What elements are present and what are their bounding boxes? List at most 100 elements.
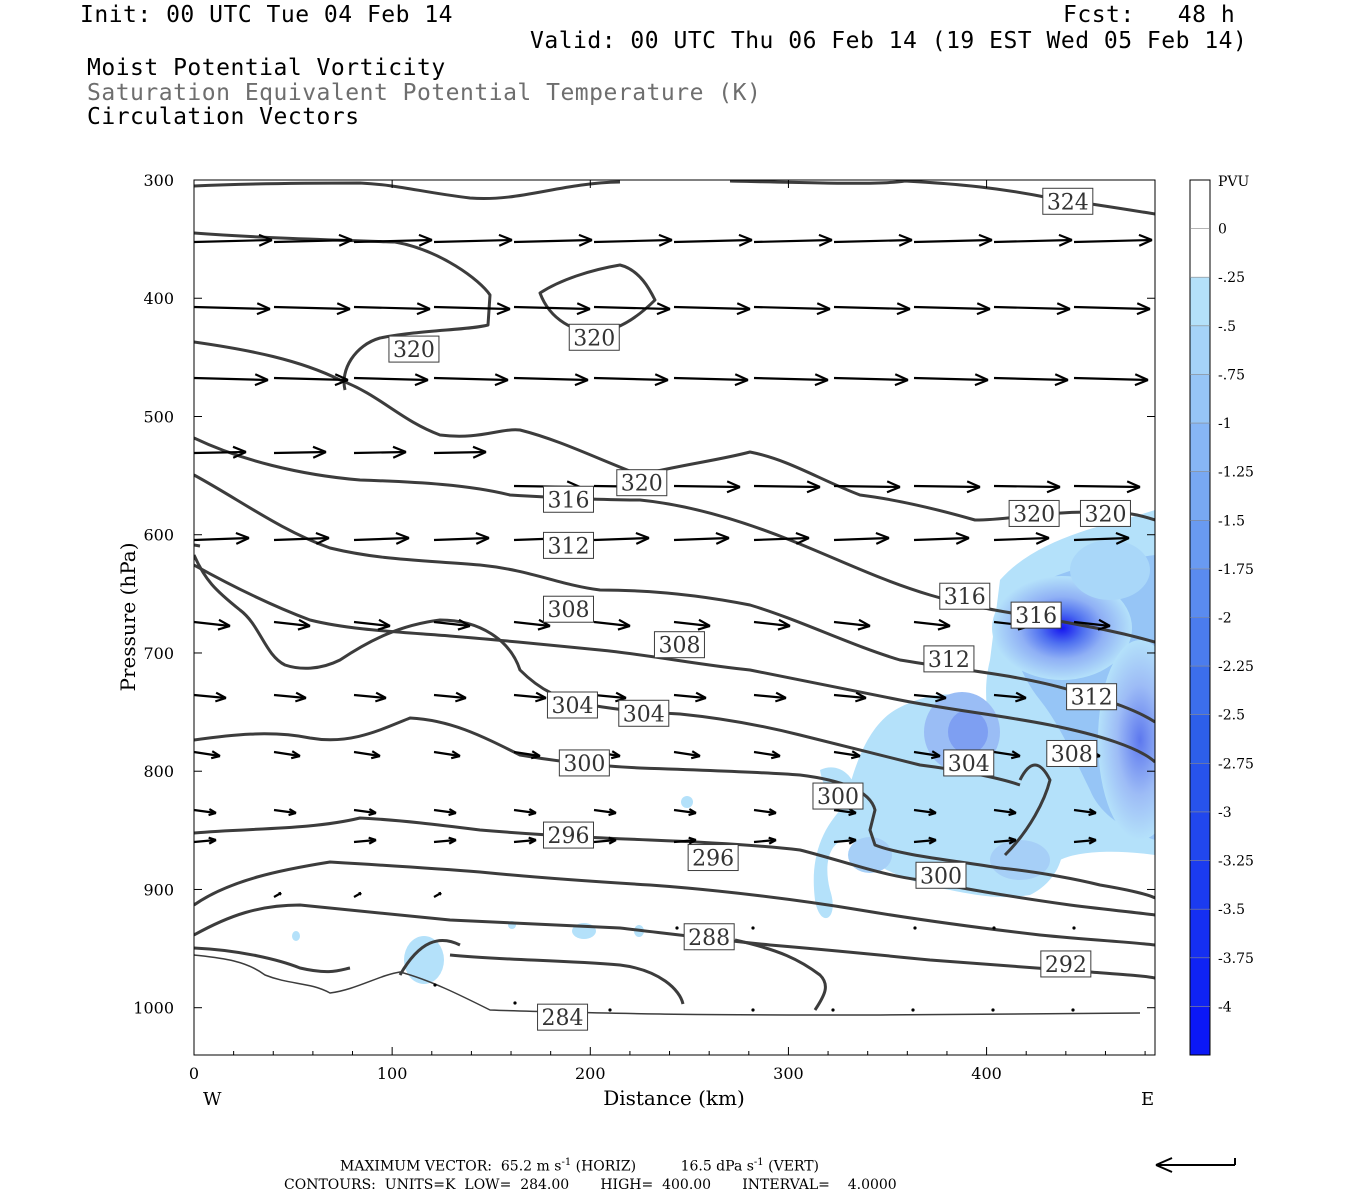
circulation-vector	[753, 480, 821, 494]
contour-label: 320	[1008, 499, 1060, 527]
circulation-vector	[433, 445, 487, 459]
circulation-vector	[353, 302, 431, 316]
contour-label: 288	[683, 923, 735, 951]
circulation-vector	[833, 302, 911, 316]
y-tick-label: 900	[143, 880, 174, 899]
field-title-thetaes: Saturation Equivalent Potential Temperat…	[87, 80, 762, 106]
y-tick-label: 300	[143, 171, 174, 190]
colorbar-label: -2.25	[1218, 659, 1254, 675]
x-axis-label: Distance (km)	[603, 1086, 745, 1110]
colorbar-label: -1	[1218, 416, 1232, 432]
vector-dot	[751, 1008, 755, 1012]
axes: 0 100 200 300 400 300 400 500 600 700 800 900 1000	[133, 171, 1155, 1083]
circulation-vector	[913, 836, 937, 845]
circulation-vector	[673, 233, 753, 247]
circulation-vector	[993, 531, 1050, 545]
circulation-vector	[673, 531, 730, 545]
vector-dot	[1071, 1008, 1075, 1012]
circulation-vector	[273, 691, 307, 703]
circulation-vector	[753, 618, 791, 631]
circulation-vector	[433, 691, 467, 703]
east-label: E	[1141, 1089, 1154, 1110]
circulation-vector	[353, 891, 362, 898]
circulation-vector	[273, 750, 301, 760]
circulation-vector	[593, 691, 627, 703]
colorbar-cell	[1190, 374, 1210, 424]
circulation-vector	[593, 233, 673, 247]
svg-text:308: 308	[547, 598, 589, 623]
y-tick-label: 1000	[133, 999, 174, 1018]
svg-text:320: 320	[621, 472, 663, 497]
circulation-vector	[193, 750, 221, 760]
circulation-vector	[753, 808, 777, 817]
contour-label: 284	[537, 1003, 589, 1031]
colorbar-label: -.75	[1218, 367, 1245, 383]
colorbar-label: -3	[1218, 805, 1232, 821]
svg-text:316: 316	[944, 585, 986, 610]
colorbar-label: -2.75	[1218, 756, 1254, 772]
x-tick-label: 300	[773, 1064, 804, 1083]
circulation-vector	[353, 836, 377, 845]
circulation-vector	[993, 480, 1061, 494]
contour-label: 304	[943, 749, 995, 777]
field-title-vectors: Circulation Vectors	[87, 104, 360, 130]
contour-labels: 324 320 320 320 320 320 316 316 316 312 312 312 308 3…	[388, 187, 1131, 1031]
circulation-vector	[433, 750, 461, 760]
circulation-vector	[593, 836, 617, 845]
contour-label: 308	[542, 595, 594, 623]
circulation-vector	[433, 531, 490, 545]
circulation-vector	[433, 618, 471, 631]
circulation-vector	[993, 691, 1027, 703]
circulation-vector	[273, 891, 282, 898]
circulation-vector	[193, 302, 271, 316]
circulation-vector	[353, 691, 387, 703]
contour-label: 320	[388, 335, 440, 363]
forecast-hour: Fcst: 48 h	[1063, 2, 1236, 28]
circulation-vector	[913, 373, 989, 387]
contour-label: 292	[1040, 950, 1092, 978]
colorbar-label: -.5	[1218, 319, 1236, 335]
circulation-vector	[1073, 373, 1149, 387]
circulation-vector	[833, 480, 901, 494]
colorbar-cell	[1190, 180, 1210, 229]
svg-text:320: 320	[1013, 502, 1055, 527]
colorbar-label: -4	[1218, 999, 1232, 1015]
svg-text:308: 308	[658, 634, 700, 659]
y-axis-label: Pressure (hPa)	[116, 543, 140, 692]
circulation-vector	[753, 750, 781, 760]
circulation-vector	[433, 373, 509, 387]
circulation-vector	[433, 836, 457, 845]
contour-label: 316	[542, 485, 594, 513]
vector-dot	[675, 926, 679, 930]
vector-dot	[608, 1008, 612, 1012]
svg-text:300: 300	[563, 752, 605, 777]
contour-label: 312	[923, 645, 975, 673]
circulation-vector	[593, 373, 669, 387]
colorbar: PVU 0 -.25 -.5 -.75 -1 -1.25 -1.5 -1.75 -2 -2.25 -2…	[1189, 174, 1254, 1056]
svg-text:316: 316	[1015, 604, 1057, 629]
contour-label: 312	[1066, 683, 1118, 711]
circulation-vector	[193, 373, 269, 387]
circulation-vector	[513, 808, 537, 817]
svg-text:312: 312	[1071, 686, 1113, 711]
svg-text:292: 292	[1045, 953, 1087, 978]
contour-label: 300	[812, 782, 864, 810]
svg-text:288: 288	[688, 926, 730, 951]
colorbar-cell	[1190, 520, 1210, 569]
circulation-vector	[193, 808, 217, 817]
circulation-vector	[1073, 808, 1097, 817]
circulation-vector	[833, 233, 913, 247]
colorbar-cell	[1190, 763, 1210, 812]
svg-text:296: 296	[547, 824, 589, 849]
circulation-vector	[1073, 618, 1111, 631]
colorbar-cell	[1190, 228, 1210, 278]
circulation-vector	[993, 750, 1021, 760]
colorbar-cell	[1190, 423, 1210, 472]
contour-label: 300	[558, 749, 610, 777]
colorbar-cell	[1190, 277, 1210, 326]
colorbar-label: -1.75	[1218, 562, 1254, 578]
circulation-vector	[273, 808, 297, 817]
svg-text:320: 320	[1084, 502, 1126, 527]
y-tick-label: 400	[143, 289, 174, 308]
